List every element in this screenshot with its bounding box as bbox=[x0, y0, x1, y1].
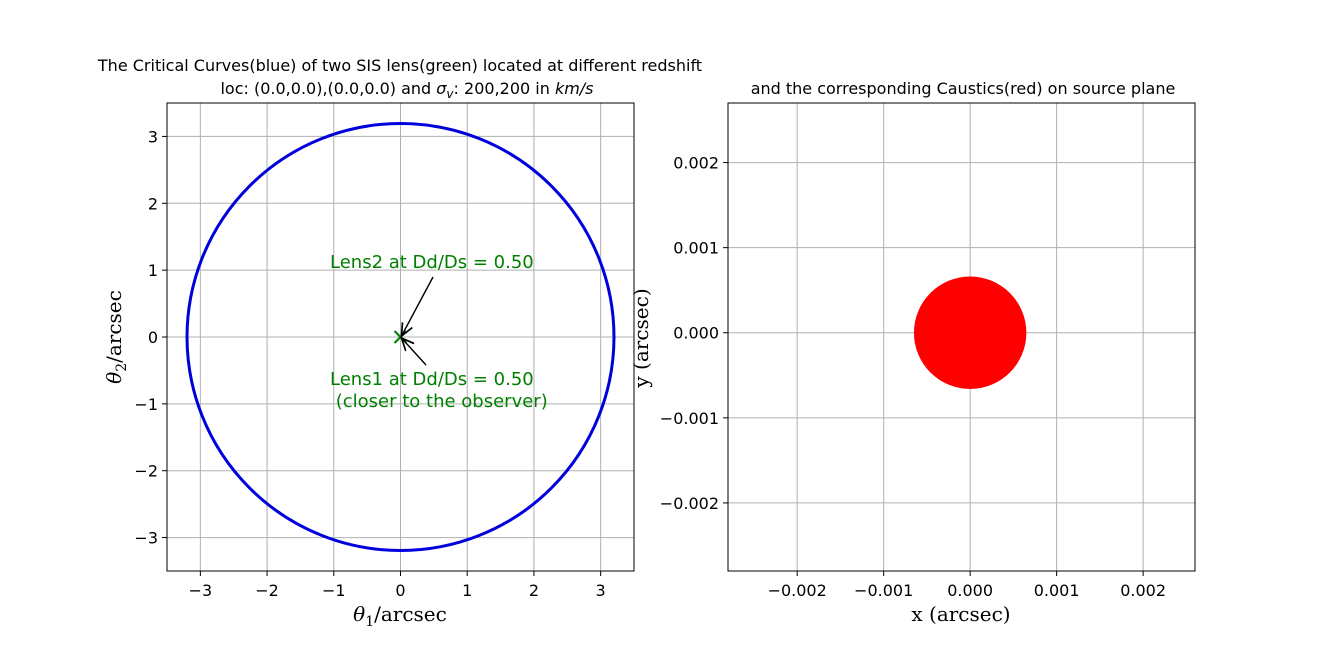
left-xtick-label: 3 bbox=[596, 581, 606, 600]
left-title-line1: The Critical Curves(blue) of two SIS len… bbox=[97, 56, 702, 75]
left-ytick-label: −1 bbox=[134, 395, 158, 414]
title-line2-sub: v bbox=[446, 87, 454, 101]
right-ytick-label: −0.002 bbox=[660, 494, 719, 513]
right-ticks: −0.002 −0.001 0.000 0.001 0.002 −0.002 −0.001 0… bbox=[660, 154, 1166, 600]
left-ytick-label: −3 bbox=[134, 529, 158, 548]
left-ytick-label: 0 bbox=[148, 328, 158, 347]
right-axes-frame bbox=[727, 102, 1196, 572]
left-ytick-label: 2 bbox=[148, 194, 158, 213]
right-ytick-label: 0.001 bbox=[673, 239, 719, 258]
title-line2-prefix: loc: (0.0,0.0),(0.0,0.0) and bbox=[220, 79, 436, 98]
left-ticks: −3 −2 −1 0 1 2 3 −3 −2 −1 0 1 2 3 bbox=[134, 127, 605, 600]
left-ytick-label: 1 bbox=[148, 261, 158, 280]
left-xtick-label: −2 bbox=[255, 581, 279, 600]
lens1-arrow bbox=[402, 338, 427, 366]
right-xtick-label: 0.001 bbox=[1034, 581, 1080, 600]
right-panel: and the corresponding Caustics(red) on s… bbox=[629, 79, 1196, 626]
right-xtick-label: −0.001 bbox=[854, 581, 913, 600]
right-xlabel: x (arcsec) bbox=[911, 602, 1010, 626]
title-line2-mid: : 200,200 in bbox=[454, 79, 555, 98]
right-ytick-label: 0.000 bbox=[673, 324, 719, 343]
left-xtick-label: 1 bbox=[462, 581, 472, 600]
left-xtick-label: −3 bbox=[189, 581, 213, 600]
right-xtick-label: 0.002 bbox=[1120, 581, 1166, 600]
lens1-annotation: Lens1 at Dd/Ds = 0.50 bbox=[330, 369, 534, 390]
left-ytick-label: −2 bbox=[134, 462, 158, 481]
left-xlabel: θ1/arcsec bbox=[353, 602, 447, 630]
right-ytick-label: −0.001 bbox=[660, 409, 719, 428]
right-xtick-label: 0.000 bbox=[947, 581, 993, 600]
right-ytick-label: 0.002 bbox=[673, 154, 719, 173]
title-line2-sigma: σ bbox=[436, 79, 447, 98]
left-panel: The Critical Curves(blue) of two SIS len… bbox=[97, 56, 702, 630]
caustic-region bbox=[913, 276, 1027, 389]
title-line2-unit: km/s bbox=[555, 79, 594, 98]
critical-curve bbox=[185, 122, 616, 552]
right-ylabel: y (arcsec) bbox=[629, 288, 653, 388]
left-ylabel: θ2/arcsec bbox=[102, 290, 130, 384]
left-xtick-label: −1 bbox=[322, 581, 346, 600]
left-xtick-label: 2 bbox=[529, 581, 539, 600]
left-title-line2: loc: (0.0,0.0),(0.0,0.0) and σv: 200,200… bbox=[220, 79, 593, 101]
left-axes-frame bbox=[166, 102, 635, 572]
left-ytick-label: 3 bbox=[148, 127, 158, 146]
left-xtick-label: 0 bbox=[395, 581, 405, 600]
lens2-arrow bbox=[402, 276, 434, 336]
lens2-annotation: Lens2 at Dd/Ds = 0.50 bbox=[330, 252, 534, 273]
right-title: and the corresponding Caustics(red) on s… bbox=[751, 79, 1176, 98]
lens1-annotation-line2: (closer to the observer) bbox=[330, 391, 548, 412]
right-xtick-label: −0.002 bbox=[768, 581, 827, 600]
